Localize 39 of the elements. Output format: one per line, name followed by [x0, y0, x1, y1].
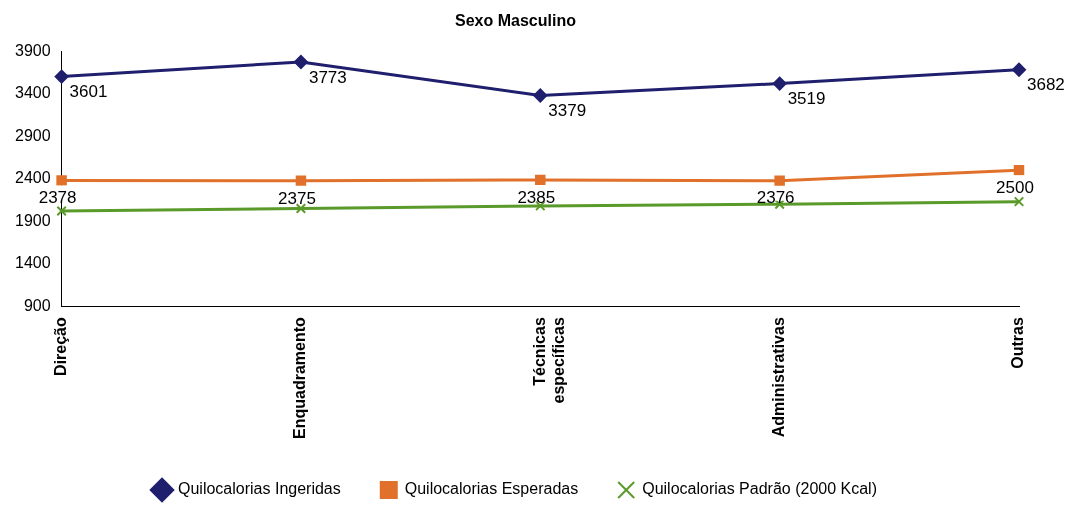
legend-label: Quilocalorias Ingeridas	[178, 480, 341, 498]
data-label: 2385	[517, 187, 556, 207]
point	[56, 175, 67, 186]
point	[774, 175, 785, 186]
x-tick-label: Enquadramento	[291, 316, 309, 440]
point	[293, 55, 308, 69]
y-tick-label: 2400	[15, 169, 51, 187]
y-tick-label: 1400	[15, 254, 51, 272]
point	[295, 203, 307, 214]
point	[1013, 196, 1025, 207]
point	[54, 69, 69, 84]
y-tick-label: 3400	[15, 84, 51, 102]
x-tick-label: Técnicas específicas	[530, 317, 567, 404]
data-label: 3379	[548, 101, 587, 121]
point	[1012, 62, 1026, 77]
x-tick-label: Administrativas	[770, 317, 788, 438]
point	[1013, 164, 1025, 176]
point	[772, 76, 787, 91]
point	[535, 174, 546, 186]
y-tick-label: 1900	[15, 211, 51, 229]
data-label: 2376	[756, 188, 795, 208]
point	[56, 205, 67, 217]
data-label: 3519	[787, 89, 826, 109]
data-label: 3682	[1027, 75, 1065, 95]
legend-label: Quilocalorias Padrão (2000 Kcal)	[642, 480, 877, 498]
data-label: 2500	[996, 177, 1034, 197]
x-tick-label: Outras	[1009, 317, 1027, 369]
x-tick-label: Direção	[52, 316, 69, 376]
point	[533, 88, 548, 103]
point	[295, 175, 307, 187]
y-tick-label: 900	[23, 296, 51, 314]
chart-title: Sexo Masculino	[455, 12, 577, 30]
data-label: 3601	[69, 82, 108, 102]
y-tick-label: 2900	[15, 126, 51, 144]
data-label: 2378	[38, 188, 77, 208]
legend-label: Quilocalorias Esperadas	[404, 480, 579, 498]
data-label: 3773	[308, 67, 347, 87]
y-tick-label: 3900	[15, 41, 51, 59]
data-label: 2375	[278, 188, 316, 208]
